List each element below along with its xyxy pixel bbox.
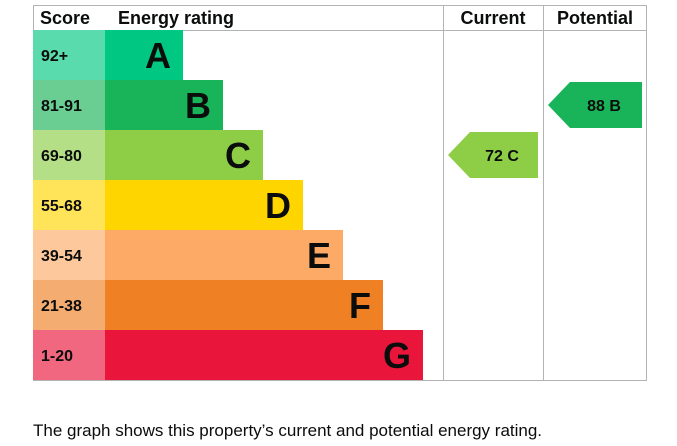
band-bar-a bbox=[105, 30, 183, 80]
band-letter-a: A bbox=[145, 35, 171, 76]
band-bar-c bbox=[105, 130, 263, 180]
band-bar-g bbox=[105, 330, 423, 380]
header-energy-rating: Energy rating bbox=[118, 8, 234, 28]
band-bar-b bbox=[105, 80, 223, 130]
score-cell-f bbox=[33, 280, 105, 330]
current-rating-arrow-label: 72 C bbox=[485, 148, 519, 165]
potential-rating-arrow-label: 88 B bbox=[587, 98, 621, 115]
score-label-e: 39-54 bbox=[41, 248, 82, 265]
band-letter-e: E bbox=[307, 235, 331, 276]
band-bar-d bbox=[105, 180, 303, 230]
band-letter-b: B bbox=[185, 85, 211, 126]
current-rating-arrow bbox=[448, 132, 538, 178]
band-bar-f bbox=[105, 280, 383, 330]
score-cell-e bbox=[33, 230, 105, 280]
score-cell-g bbox=[33, 330, 105, 380]
potential-rating-arrow bbox=[548, 82, 642, 128]
band-letter-c: C bbox=[225, 135, 251, 176]
header-score: Score bbox=[40, 8, 90, 28]
score-label-d: 55-68 bbox=[41, 198, 82, 215]
band-bar-e bbox=[105, 230, 343, 280]
score-cell-c bbox=[33, 130, 105, 180]
chart-caption: The graph shows this property’s current … bbox=[33, 421, 543, 440]
score-label-f: 21-38 bbox=[41, 298, 82, 315]
band-letter-f: F bbox=[349, 285, 371, 326]
header-current: Current bbox=[460, 8, 525, 28]
score-label-a: 92+ bbox=[41, 48, 68, 65]
score-cell-b bbox=[33, 80, 105, 130]
score-cell-d bbox=[33, 180, 105, 230]
score-cell-a bbox=[33, 30, 105, 80]
score-label-b: 81-91 bbox=[41, 98, 82, 115]
header-potential: Potential bbox=[557, 8, 633, 28]
score-label-g: 1-20 bbox=[41, 348, 73, 365]
score-label-c: 69-80 bbox=[41, 148, 82, 165]
band-letter-d: D bbox=[265, 185, 291, 226]
band-letter-g: G bbox=[383, 335, 411, 376]
